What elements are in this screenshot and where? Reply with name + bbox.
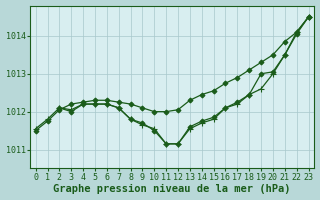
X-axis label: Graphe pression niveau de la mer (hPa): Graphe pression niveau de la mer (hPa)	[53, 184, 291, 194]
